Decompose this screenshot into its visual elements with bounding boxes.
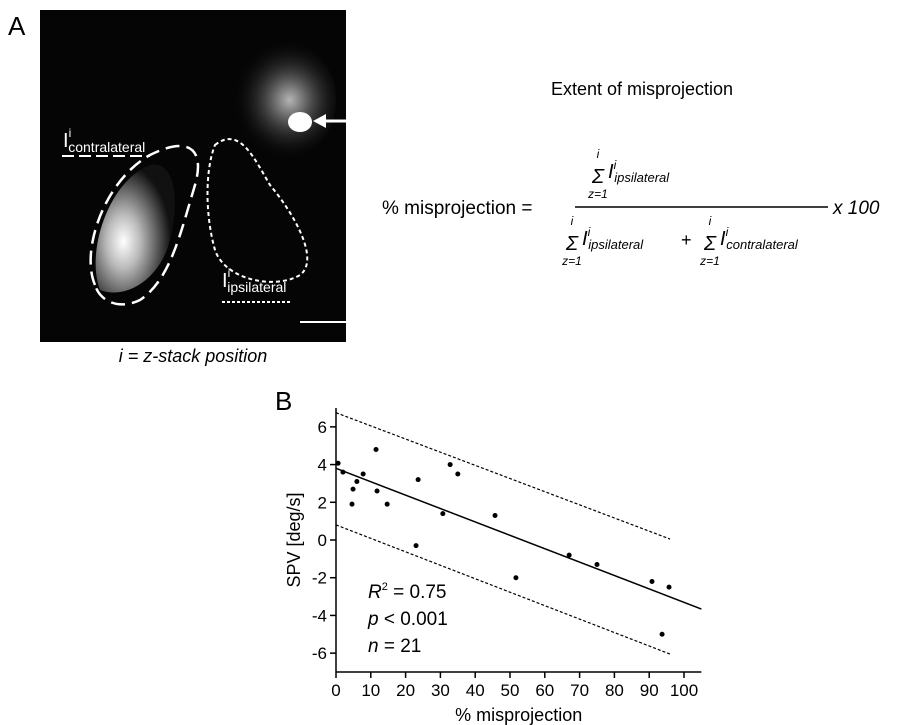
prediction-band: [336, 413, 670, 539]
x-tick-label: 90: [640, 681, 659, 700]
y-tick-label: -6: [312, 644, 327, 663]
data-point: [385, 502, 390, 507]
equation-multiplier: x 100: [832, 198, 880, 219]
y-tick-label: 0: [318, 531, 327, 550]
annotation-text: = 0.75: [388, 582, 447, 603]
x-tick-label: 80: [605, 681, 624, 700]
x-tick-label: 40: [466, 681, 485, 700]
figure: A Iicontralateral Iiipsilateral i = z-st…: [0, 0, 904, 725]
equation-plus: +: [681, 230, 692, 250]
label-sub: contralateral: [68, 139, 145, 155]
data-point: [350, 502, 355, 507]
label-sub: ipsilateral: [227, 279, 286, 295]
data-point: [336, 461, 341, 466]
data-point: [595, 562, 600, 567]
label-sup: i: [228, 266, 231, 280]
cell-cluster: [220, 38, 336, 162]
intensity-sub: ipsilateral: [614, 170, 670, 185]
annotation-var: n: [368, 636, 379, 657]
sum-sigma: Σ: [591, 166, 605, 188]
y-axis-label: SPV [deg/s]: [284, 492, 304, 587]
annotation-text: < 0.001: [379, 609, 448, 630]
sum-sigma: Σ: [703, 233, 717, 255]
x-tick-label: 10: [361, 681, 380, 700]
x-tick-label: 100: [670, 681, 698, 700]
data-point: [513, 575, 518, 580]
x-tick-label: 70: [570, 681, 589, 700]
data-point: [448, 462, 453, 467]
bright-spot: [288, 112, 312, 132]
sum-lower: z=1: [561, 254, 582, 268]
x-axis-label: % misprojection: [455, 705, 582, 725]
data-point: [455, 472, 460, 477]
data-point: [567, 553, 572, 558]
label-sup: i: [69, 126, 72, 140]
x-tick-label: 50: [501, 681, 520, 700]
panel-label: B: [275, 386, 292, 416]
data-point: [414, 543, 419, 548]
data-point: [649, 579, 654, 584]
sum-lower: z=1: [699, 254, 720, 268]
intensity-sub: contralateral: [726, 237, 799, 252]
x-tick-label: 20: [396, 681, 415, 700]
annotation-text: = 21: [379, 636, 422, 657]
panel-label: A: [8, 11, 26, 41]
data-point: [493, 513, 498, 518]
data-point: [374, 447, 379, 452]
y-tick-label: -4: [312, 606, 327, 625]
caption: i = z-stack position: [119, 346, 268, 366]
y-tick-label: 2: [318, 493, 327, 512]
data-point: [667, 585, 672, 590]
equation-title: Extent of misprojection: [551, 79, 733, 99]
annotation: p < 0.001: [367, 609, 448, 630]
sum-upper: i: [571, 214, 574, 228]
annotation: n = 21: [368, 636, 421, 657]
y-tick-label: 6: [318, 418, 327, 437]
intensity-sub: ipsilateral: [588, 237, 644, 252]
data-point: [361, 472, 366, 477]
annotation-var: p: [367, 609, 379, 630]
data-point: [416, 477, 421, 482]
x-tick-label: 60: [535, 681, 554, 700]
x-tick-label: 30: [431, 681, 450, 700]
annotation-var: R: [368, 582, 382, 603]
y-tick-label: -2: [312, 569, 327, 588]
x-tick-label: 0: [331, 681, 340, 700]
data-point: [440, 511, 445, 516]
sum-upper: i: [709, 214, 712, 228]
equation-lhs: % misprojection =: [382, 198, 532, 219]
data-point: [351, 487, 356, 492]
data-point: [660, 632, 665, 637]
annotation: R2 = 0.75: [368, 581, 447, 603]
sum-lower: z=1: [587, 187, 608, 201]
data-point: [340, 470, 345, 475]
data-point: [354, 479, 359, 484]
y-tick-label: 4: [318, 456, 327, 475]
sum-upper: i: [597, 147, 600, 161]
data-point: [375, 488, 380, 493]
page: A Iicontralateral Iiipsilateral i = z-st…: [0, 0, 904, 725]
sum-sigma: Σ: [565, 233, 579, 255]
